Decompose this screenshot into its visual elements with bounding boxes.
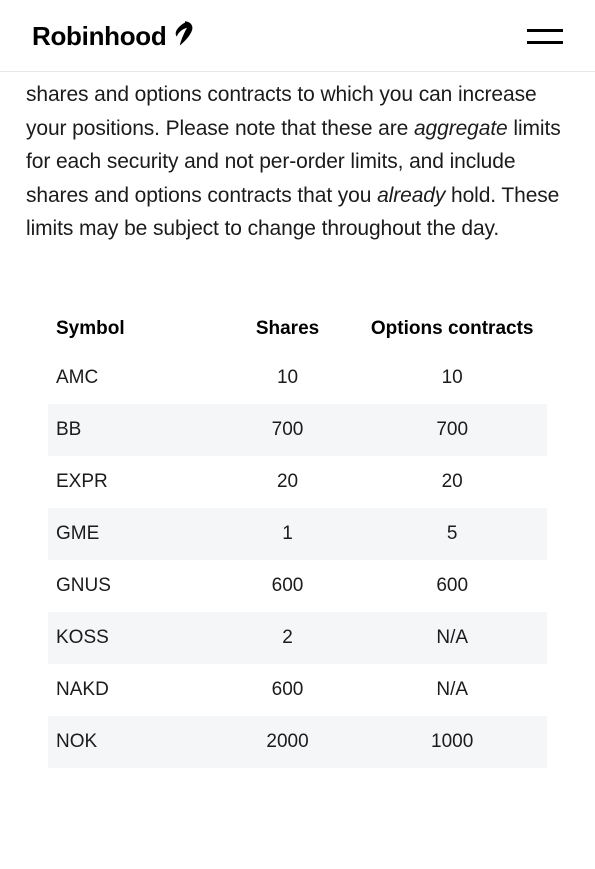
body-content: shares and options contracts to which yo… — [0, 72, 595, 246]
table-row: BB700700 — [48, 404, 547, 456]
table-row: EXPR2020 — [48, 456, 547, 508]
cell-symbol: GNUS — [48, 560, 218, 612]
cell-options: N/A — [357, 664, 547, 716]
cell-symbol: GME — [48, 508, 218, 560]
table-row: NAKD600N/A — [48, 664, 547, 716]
limits-table-wrap: Symbol Shares Options contracts AMC1010B… — [0, 246, 595, 768]
col-header-options: Options contracts — [357, 306, 547, 352]
brand-name: Robinhood — [32, 21, 166, 52]
paragraph-emph: aggregate — [414, 117, 508, 140]
cell-shares: 2 — [218, 612, 358, 664]
cell-options: 5 — [357, 508, 547, 560]
table-row: GNUS600600 — [48, 560, 547, 612]
cell-options: 20 — [357, 456, 547, 508]
table-row: AMC1010 — [48, 352, 547, 404]
cell-shares: 600 — [218, 560, 358, 612]
cell-symbol: EXPR — [48, 456, 218, 508]
cell-shares: 600 — [218, 664, 358, 716]
cell-shares: 1 — [218, 508, 358, 560]
hamburger-menu-icon[interactable] — [527, 29, 563, 44]
cell-options: N/A — [357, 612, 547, 664]
cell-shares: 700 — [218, 404, 358, 456]
cell-symbol: NOK — [48, 716, 218, 768]
brand[interactable]: Robinhood — [32, 20, 196, 53]
cell-shares: 20 — [218, 456, 358, 508]
limits-paragraph: shares and options contracts to which yo… — [26, 78, 569, 246]
cell-options: 700 — [357, 404, 547, 456]
cell-options: 1000 — [357, 716, 547, 768]
cell-shares: 2000 — [218, 716, 358, 768]
cell-symbol: KOSS — [48, 612, 218, 664]
table-header-row: Symbol Shares Options contracts — [48, 306, 547, 352]
col-header-symbol: Symbol — [48, 306, 218, 352]
limits-table: Symbol Shares Options contracts AMC1010B… — [48, 306, 547, 768]
cell-symbol: AMC — [48, 352, 218, 404]
feather-icon — [174, 20, 196, 53]
cell-symbol: NAKD — [48, 664, 218, 716]
cell-symbol: BB — [48, 404, 218, 456]
cell-options: 600 — [357, 560, 547, 612]
header: Robinhood — [0, 0, 595, 72]
cell-options: 10 — [357, 352, 547, 404]
table-row: NOK20001000 — [48, 716, 547, 768]
cell-shares: 10 — [218, 352, 358, 404]
col-header-shares: Shares — [218, 306, 358, 352]
table-row: GME15 — [48, 508, 547, 560]
table-row: KOSS2N/A — [48, 612, 547, 664]
paragraph-emph: already — [377, 184, 445, 207]
